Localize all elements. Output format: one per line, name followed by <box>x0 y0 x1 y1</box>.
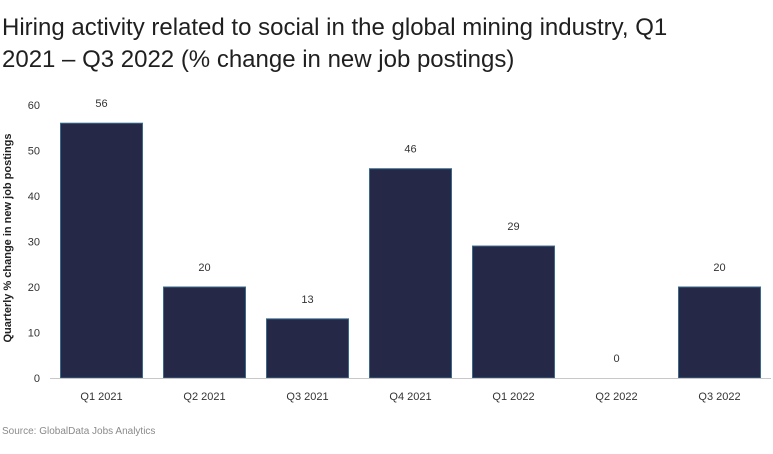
source-note: Source: GlobalData Jobs Analytics <box>2 426 156 437</box>
data-label: 13 <box>301 294 313 306</box>
data-label: 0 <box>613 353 619 365</box>
y-tick-label: 60 <box>28 100 40 112</box>
y-tick-label: 40 <box>28 191 40 203</box>
data-label: 20 <box>713 262 725 274</box>
x-axis-ticks: Q1 2021 Q2 2021 Q3 2021 Q4 2021 Q1 2022 Q2 20… <box>80 391 740 403</box>
x-tick-label: Q3 2022 <box>698 391 740 403</box>
x-tick-label: Q2 2021 <box>183 391 225 403</box>
bar <box>163 286 246 379</box>
x-tick-label: Q2 2022 <box>595 391 637 403</box>
chart-title: Hiring activity related to social in the… <box>2 14 668 73</box>
bar <box>60 122 143 379</box>
x-tick-label: Q3 2021 <box>286 391 328 403</box>
data-label: 20 <box>198 262 210 274</box>
y-axis-title-group: Quarterly % change in new job postings <box>2 133 14 342</box>
data-label: 29 <box>507 221 519 233</box>
bar <box>678 286 761 379</box>
y-tick-label: 20 <box>28 282 40 294</box>
y-axis-ticks: 0 10 20 30 40 50 60 <box>28 100 40 385</box>
bars <box>60 122 761 379</box>
bar <box>266 318 349 379</box>
y-tick-label: 0 <box>34 373 40 385</box>
bar <box>369 168 452 379</box>
x-tick-label: Q1 2021 <box>80 391 122 403</box>
y-axis-label: Quarterly % change in new job postings <box>2 133 14 342</box>
data-label: 46 <box>404 144 416 156</box>
x-tick-label: Q4 2021 <box>389 391 431 403</box>
x-tick-label: Q1 2022 <box>492 391 534 403</box>
y-tick-label: 10 <box>28 328 40 340</box>
data-labels: 56 20 13 46 29 0 20 <box>95 98 725 365</box>
data-label: 56 <box>95 98 107 110</box>
bar <box>472 245 555 379</box>
y-tick-label: 50 <box>28 146 40 158</box>
y-tick-label: 30 <box>28 237 40 249</box>
